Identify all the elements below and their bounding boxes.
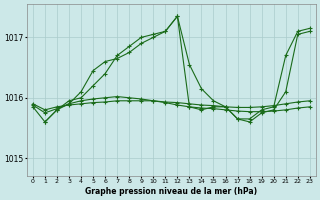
- X-axis label: Graphe pression niveau de la mer (hPa): Graphe pression niveau de la mer (hPa): [85, 187, 257, 196]
